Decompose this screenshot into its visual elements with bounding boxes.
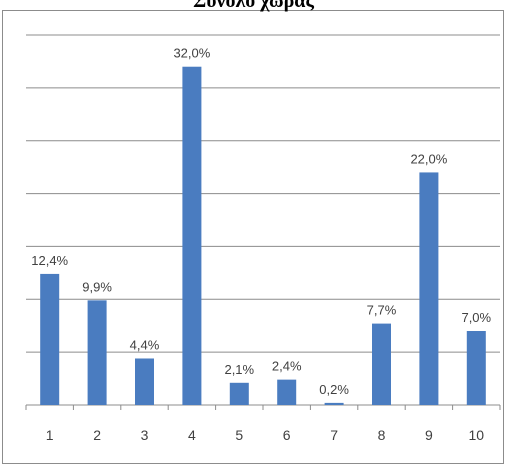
bar-3 xyxy=(135,358,154,405)
chart-title: Σύνολο χώρας xyxy=(193,0,314,12)
x-tick-label-7: 7 xyxy=(330,427,338,443)
bar-2 xyxy=(87,300,107,405)
data-label-8: 7,7% xyxy=(367,303,397,318)
data-label-9: 22,0% xyxy=(410,151,447,166)
x-tick-label-4: 4 xyxy=(188,427,196,443)
data-label-4: 32,0% xyxy=(173,46,210,61)
x-tick-label-2: 2 xyxy=(93,427,101,443)
bar-9 xyxy=(419,172,439,405)
data-label-1: 12,4% xyxy=(31,253,68,268)
data-label-5: 2,1% xyxy=(224,362,254,377)
data-label-7: 0,2% xyxy=(319,382,349,397)
bar-8 xyxy=(372,323,391,405)
data-label-3: 4,4% xyxy=(130,337,160,352)
x-tick-label-1: 1 xyxy=(46,427,54,443)
data-label-6: 2,4% xyxy=(272,359,302,374)
x-tick-label-3: 3 xyxy=(141,427,149,443)
bar-5 xyxy=(229,382,249,405)
x-tick-label-9: 9 xyxy=(425,427,433,443)
bar-7 xyxy=(324,402,344,405)
data-label-2: 9,9% xyxy=(82,279,112,294)
data-label-10: 7,0% xyxy=(461,310,491,325)
x-tick-label-5: 5 xyxy=(235,427,243,443)
x-tick-label-8: 8 xyxy=(378,427,386,443)
x-tick-label-6: 6 xyxy=(283,427,291,443)
bar-1 xyxy=(40,273,60,405)
bar-6 xyxy=(277,379,297,405)
x-tick-label-10: 10 xyxy=(469,427,485,443)
bar-10 xyxy=(466,331,486,405)
bar-4 xyxy=(182,66,202,405)
